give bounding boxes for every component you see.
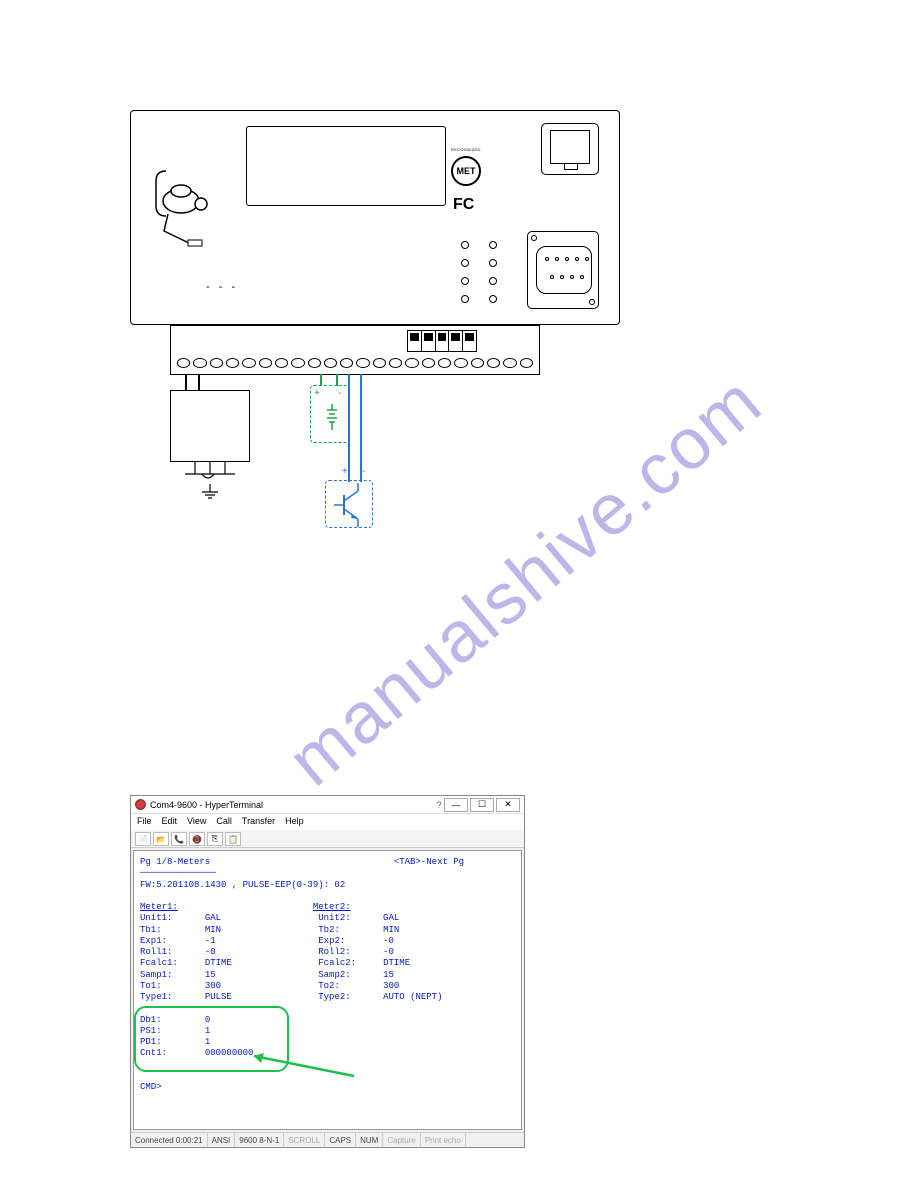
toolbar-button[interactable]: 📋 xyxy=(225,832,241,846)
row-fcalc: Fcalc1: DTIME Fcalc2: DTIME xyxy=(140,958,410,968)
row-tb: Tb1: MIN Tb2: MIN xyxy=(140,925,399,935)
toolbar-button[interactable]: 📂 xyxy=(153,832,169,846)
hyperterminal-window: Com4-9600 - HyperTerminal ? — ☐ ✕ File E… xyxy=(130,795,525,1148)
psu-wire xyxy=(185,374,187,390)
fw-line: FW:5.201108.1430 , PULSE-EEP(0-39): 02 xyxy=(140,880,345,890)
app-icon xyxy=(135,799,146,810)
valve-sensor-icon xyxy=(146,166,216,246)
status-port: 9600 8-N-1 xyxy=(235,1133,284,1147)
status-capture: Capture xyxy=(383,1133,420,1147)
toolbar-button[interactable]: 📵 xyxy=(189,832,205,846)
led-grid xyxy=(461,241,499,305)
menu-edit[interactable]: Edit xyxy=(162,816,178,828)
status-scroll: SCROLL xyxy=(284,1133,325,1147)
row-type: Type1: PULSE Type2: AUTO (NEPT) xyxy=(140,992,442,1002)
cmd-prompt: CMD> xyxy=(140,1082,162,1092)
green-arrow-icon xyxy=(244,1051,364,1081)
toolbar-button[interactable]: 📞 xyxy=(171,832,187,846)
row-unit: Unit1: GAL Unit2: GAL xyxy=(140,913,399,923)
status-caps: CAPS xyxy=(325,1133,356,1147)
transistor-minus-label: - xyxy=(362,466,365,477)
fcc-badge: FC xyxy=(453,196,474,214)
toolbar-button[interactable]: ⎘ xyxy=(207,832,223,846)
menu-bar[interactable]: File Edit View Call Transfer Help xyxy=(131,814,524,830)
menu-transfer[interactable]: Transfer xyxy=(242,816,275,828)
rj45-port xyxy=(541,123,599,175)
window-titlebar[interactable]: Com4-9600 - HyperTerminal ? — ☐ ✕ xyxy=(131,796,524,814)
toolbar: 📄 📂 📞 📵 ⎘ 📋 xyxy=(131,830,524,848)
page-header-right: <TAB>-Next Pg xyxy=(394,857,464,867)
window-title: Com4-9600 - HyperTerminal xyxy=(150,800,434,810)
db9-serial-port xyxy=(527,231,599,309)
toolbar-button[interactable]: 📄 xyxy=(135,832,151,846)
dip-switches xyxy=(407,330,477,352)
row-exp: Exp1: -1 Exp2: -0 xyxy=(140,936,394,946)
minimize-button[interactable]: — xyxy=(444,798,468,812)
page-header-left: Pg 1/8-Meters xyxy=(140,857,210,867)
status-connected: Connected 0:00:21 xyxy=(131,1133,208,1147)
menu-help[interactable]: Help xyxy=(285,816,304,828)
meter2-label: Meter2: xyxy=(313,902,351,912)
menu-file[interactable]: File xyxy=(137,816,152,828)
device-wiring-diagram: RECOGNIZED MET FC - - - xyxy=(130,110,620,550)
psu-wire xyxy=(198,374,200,390)
titlebar-help-icon[interactable]: ? xyxy=(434,800,444,810)
screw-terminals xyxy=(177,358,533,370)
close-button[interactable]: ✕ xyxy=(496,798,520,812)
ground-symbol xyxy=(180,462,240,507)
status-emulation: ANSI xyxy=(208,1133,236,1147)
terminal-block xyxy=(170,325,540,375)
menu-view[interactable]: View xyxy=(187,816,206,828)
menu-call[interactable]: Call xyxy=(216,816,232,828)
power-supply-box xyxy=(170,390,250,462)
meter1-label: Meter1: xyxy=(140,902,178,912)
row-roll: Roll1: -0 Roll2: -0 xyxy=(140,947,394,957)
row-samp: Samp1: 15 Samp2: 15 xyxy=(140,970,394,980)
device-enclosure: RECOGNIZED MET FC - - - xyxy=(130,110,620,325)
transistor-wire xyxy=(348,374,350,482)
row-to: To1: 300 To2: 300 xyxy=(140,981,399,991)
status-num: NUM xyxy=(356,1133,383,1147)
vent-marks: - - - xyxy=(206,281,238,293)
met-recognized-label: RECOGNIZED xyxy=(451,147,481,152)
maximize-button[interactable]: ☐ xyxy=(470,798,494,812)
status-bar: Connected 0:00:21 ANSI 9600 8-N-1 SCROLL… xyxy=(131,1132,524,1147)
lcd-panel xyxy=(246,126,446,206)
transistor-plus-label: + xyxy=(342,466,348,477)
met-badge: MET xyxy=(451,156,481,186)
battery-symbol-box xyxy=(310,385,350,443)
status-print: Print echo xyxy=(421,1133,466,1147)
transistor-symbol-box xyxy=(325,480,373,528)
terminal-output[interactable]: Pg 1/8-Meters <TAB>-Next Pg ────────────… xyxy=(133,850,522,1130)
